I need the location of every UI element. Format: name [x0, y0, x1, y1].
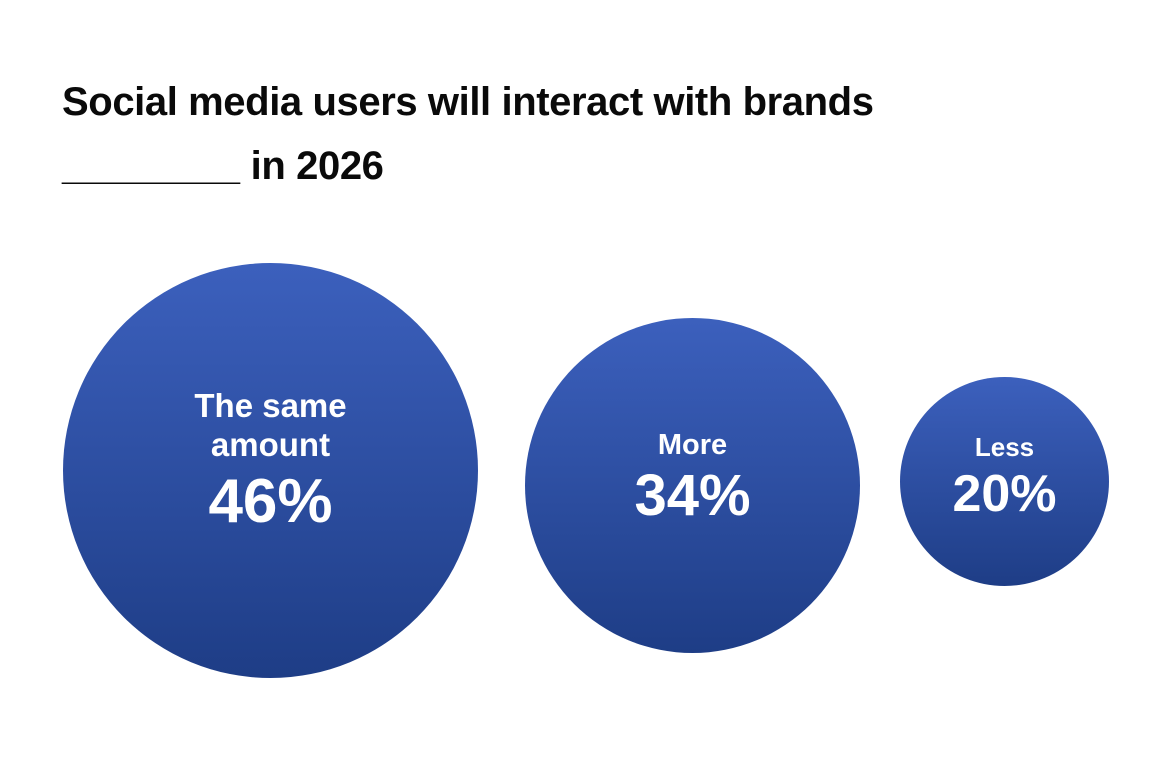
- bubble-value: 46%: [208, 466, 333, 536]
- title-line-1: Social media users will interact with br…: [62, 80, 874, 124]
- title-blank-underline: ________: [62, 144, 240, 188]
- bubble-label-line: More: [657, 428, 728, 461]
- bubble-label-line: The same: [194, 387, 347, 425]
- bubble-label: More: [658, 428, 727, 462]
- bubble-more-content: More 34%: [634, 428, 750, 527]
- bubble-label-line: amount: [210, 425, 331, 463]
- bubble-label-line: Less: [974, 431, 1035, 462]
- title-line-2: in 2026: [239, 144, 384, 188]
- bubble-label: Less: [975, 432, 1034, 463]
- bubble-the-same-amount-content: The same amount 46%: [194, 387, 346, 534]
- bubble-more: More 34%: [525, 318, 860, 653]
- bubble-label: The same amount: [194, 387, 346, 465]
- page-title: Social media users will interact with br…: [62, 70, 1082, 198]
- bubble-less-content: Less 20%: [952, 432, 1056, 521]
- bubble-the-same-amount: The same amount 46%: [63, 263, 478, 678]
- bubble-less: Less 20%: [900, 377, 1109, 586]
- bubble-value: 34%: [634, 463, 751, 529]
- bubble-value: 20%: [952, 464, 1057, 523]
